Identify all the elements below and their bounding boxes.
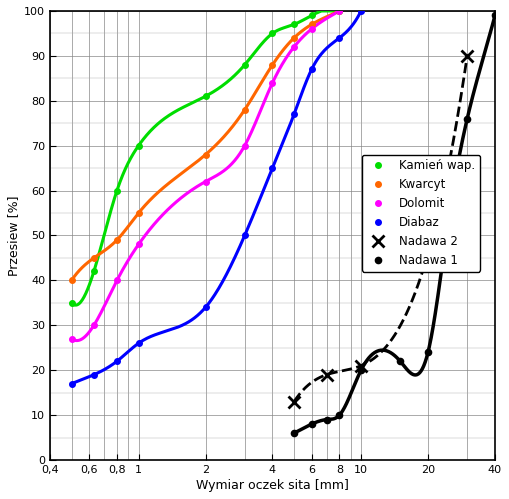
Kamień wap. bbox=[269, 30, 275, 36]
Diabaz bbox=[135, 340, 142, 346]
Nadawa 1 bbox=[425, 349, 431, 355]
Kwarcyt bbox=[91, 255, 97, 261]
Diabaz bbox=[336, 35, 343, 41]
Kwarcyt bbox=[336, 8, 343, 14]
Kamień wap. bbox=[203, 93, 209, 99]
Nadawa 1 bbox=[291, 430, 297, 436]
Line: Kwarcyt: Kwarcyt bbox=[69, 8, 342, 283]
Diabaz bbox=[203, 304, 209, 310]
Nadawa 1 bbox=[358, 367, 364, 373]
Nadawa 1 bbox=[464, 116, 470, 122]
Nadawa 2 bbox=[291, 399, 297, 405]
Kwarcyt bbox=[269, 62, 275, 68]
Line: Diabaz: Diabaz bbox=[69, 8, 364, 386]
Diabaz bbox=[308, 66, 315, 72]
Kwarcyt bbox=[135, 210, 142, 216]
Kamień wap. bbox=[114, 188, 120, 194]
Dolomit bbox=[269, 80, 275, 86]
Line: Kamień wap.: Kamień wap. bbox=[69, 8, 342, 305]
Diabaz bbox=[114, 358, 120, 364]
Nadawa 2 bbox=[464, 53, 470, 59]
Nadawa 2 bbox=[324, 372, 330, 378]
Kwarcyt bbox=[242, 107, 248, 113]
Nadawa 1 bbox=[324, 417, 330, 423]
Kamień wap. bbox=[242, 62, 248, 68]
Kwarcyt bbox=[308, 21, 315, 27]
Nadawa 2 bbox=[358, 363, 364, 369]
Y-axis label: Przesiew [%]: Przesiew [%] bbox=[7, 195, 20, 276]
Diabaz bbox=[242, 233, 248, 239]
Nadawa 1 bbox=[446, 210, 453, 216]
Diabaz bbox=[291, 111, 297, 117]
Dolomit bbox=[291, 44, 297, 50]
Kwarcyt bbox=[69, 277, 75, 283]
Kamień wap. bbox=[308, 12, 315, 18]
Kamień wap. bbox=[69, 300, 75, 306]
Dolomit bbox=[203, 179, 209, 185]
Kwarcyt bbox=[291, 35, 297, 41]
Dolomit bbox=[69, 336, 75, 342]
Kamień wap. bbox=[91, 268, 97, 274]
Nadawa 1 bbox=[397, 358, 403, 364]
Nadawa 2 bbox=[425, 250, 431, 256]
Nadawa 1 bbox=[336, 412, 343, 418]
Dolomit bbox=[308, 26, 315, 32]
Dolomit bbox=[336, 8, 343, 14]
Dolomit bbox=[114, 277, 120, 283]
Legend: Kamień wap., Kwarcyt, Dolomit, Diabaz, Nadawa 2, Nadawa 1: Kamień wap., Kwarcyt, Dolomit, Diabaz, N… bbox=[361, 155, 480, 271]
Nadawa 1 bbox=[308, 421, 315, 427]
Kamień wap. bbox=[135, 143, 142, 149]
Line: Dolomit: Dolomit bbox=[69, 8, 342, 341]
Diabaz bbox=[91, 372, 97, 378]
Nadawa 1 bbox=[492, 12, 498, 18]
Diabaz bbox=[269, 165, 275, 171]
Dolomit bbox=[91, 322, 97, 328]
Kwarcyt bbox=[114, 237, 120, 243]
Kamień wap. bbox=[291, 21, 297, 27]
Dolomit bbox=[242, 143, 248, 149]
Dolomit bbox=[135, 242, 142, 248]
Line: Nadawa 2: Nadawa 2 bbox=[289, 50, 473, 407]
Line: Nadawa 1: Nadawa 1 bbox=[291, 12, 498, 436]
X-axis label: Wymiar oczek sita [mm]: Wymiar oczek sita [mm] bbox=[196, 479, 349, 492]
Kwarcyt bbox=[203, 152, 209, 158]
Diabaz bbox=[69, 381, 75, 387]
Kamień wap. bbox=[336, 8, 343, 14]
Diabaz bbox=[358, 8, 364, 14]
